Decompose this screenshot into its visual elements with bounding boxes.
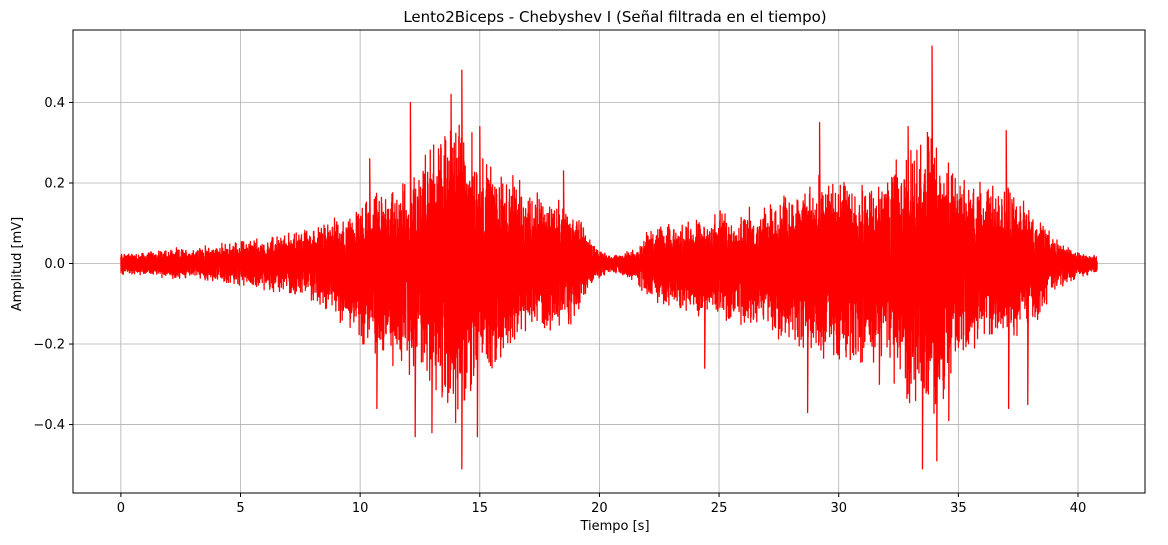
x-axis: 0 5 10 15 20 25 30 35 40	[117, 493, 1087, 516]
x-tick-label: 15	[472, 501, 489, 516]
x-tick-label: 25	[711, 501, 728, 516]
x-tick-label: 5	[236, 501, 244, 516]
y-tick-label: 0.0	[44, 257, 65, 272]
signal-series-line	[120, 45, 1098, 470]
x-axis-label: Tiempo [s]	[579, 519, 649, 534]
y-axis: −0.4 −0.2 0.0 0.2 0.4	[33, 96, 73, 433]
x-tick-label: 35	[950, 501, 967, 516]
plot-area	[120, 45, 1098, 470]
x-tick-label: 30	[830, 501, 847, 516]
y-tick-label: −0.4	[33, 418, 65, 433]
x-tick-label: 0	[117, 501, 125, 516]
plot-frame	[72, 29, 1146, 494]
chart-title: Lento2Biceps - Chebyshev I (Señal filtra…	[403, 8, 826, 26]
x-tick-label: 10	[352, 501, 369, 516]
y-axis-label: Amplitud [mV]	[10, 217, 25, 311]
y-tick-label: −0.2	[33, 338, 65, 353]
y-tick-label: 0.2	[44, 176, 65, 191]
y-tick-label: 0.4	[44, 96, 65, 111]
x-tick-label: 20	[591, 501, 608, 516]
x-tick-label: 40	[1070, 501, 1087, 516]
